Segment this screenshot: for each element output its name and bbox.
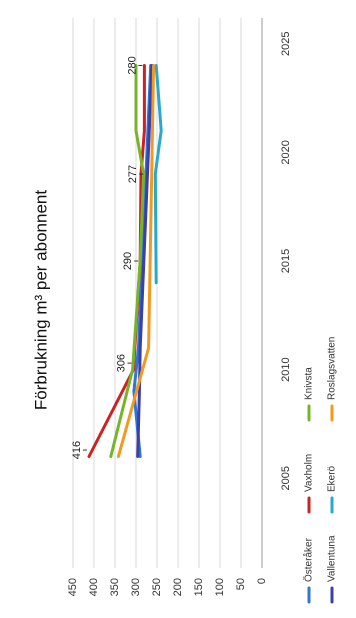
legend-label: Knivsta — [304, 367, 315, 400]
data-label: 277 — [127, 165, 139, 183]
series-lines — [87, 64, 163, 458]
legend-label: Ekerö — [327, 465, 338, 492]
year-tick-label: 2020 — [280, 140, 292, 164]
legend-label: Vallentuna — [327, 535, 338, 582]
year-tick-label: 2010 — [280, 357, 292, 381]
value-tick-label: 200 — [172, 578, 184, 596]
value-tick-label: 450 — [67, 578, 79, 596]
year-tick-label: 2015 — [280, 249, 292, 273]
data-label: 290 — [122, 252, 134, 270]
value-tick-label: 250 — [151, 578, 163, 596]
legend-label: Vaxholm — [304, 454, 315, 492]
value-tick-label: 100 — [214, 578, 226, 596]
value-tick-label: 50 — [235, 578, 247, 590]
data-annotations: 416 306 290 277 280 — [71, 56, 144, 459]
legend-label: Roslagsvatten — [327, 337, 338, 400]
series-line — [109, 64, 146, 458]
legend-label: Österåker — [303, 537, 315, 582]
year-tick-label: 2005 — [280, 466, 292, 490]
value-tick-label: 300 — [130, 578, 142, 596]
legend: Österåker Vallentuna Vaxholm Ekerö Knivsta Ro… — [303, 337, 338, 604]
series-line — [136, 64, 154, 458]
chart-title: Förbrukning m³ per abonnent — [31, 190, 50, 410]
series-line — [116, 64, 156, 458]
value-tick-label: 0 — [256, 578, 268, 584]
data-label: 280 — [126, 56, 138, 74]
chart-title-group: Förbrukning m³ per abonnent — [31, 190, 50, 410]
year-tick-label: 2025 — [280, 31, 292, 55]
axis-ticks: 450 400 350 300 250 200 150 100 50 0 2005 2010 2015 2… — [67, 31, 292, 596]
gridlines — [72, 18, 263, 568]
value-tick-label: 150 — [193, 578, 205, 596]
value-tick-label: 400 — [88, 578, 100, 596]
data-label: 416 — [71, 441, 83, 459]
value-tick-label: 350 — [109, 578, 121, 596]
data-label: 306 — [115, 354, 127, 372]
series-line — [153, 64, 163, 285]
